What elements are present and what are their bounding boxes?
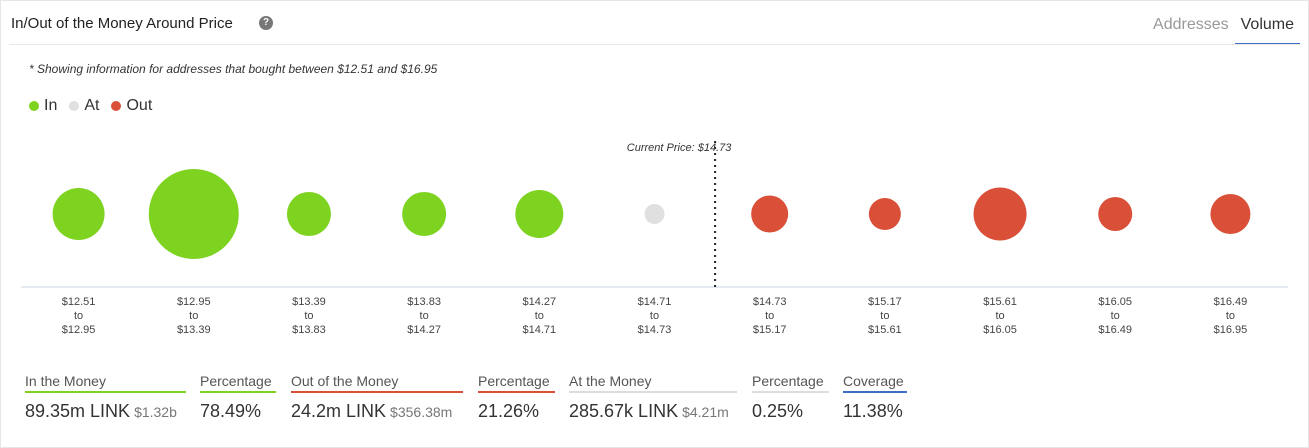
bubble-out[interactable] <box>868 198 901 230</box>
stat-at-percentage: Percentage 0.25% <box>752 373 829 422</box>
x-tick-label: to <box>1111 310 1120 322</box>
stat-in-the-money: In the Money 89.35m LINK $1.32b <box>25 373 186 422</box>
x-tick-label: to <box>420 310 429 322</box>
x-tick-label: $12.95 <box>177 296 211 308</box>
legend-dot-at <box>69 101 80 111</box>
legend-dot-out <box>111 101 122 111</box>
stat-out-percentage: Percentage 21.26% <box>478 373 555 422</box>
tab-addresses[interactable]: Addresses <box>1153 16 1229 33</box>
stat-label: Percentage <box>752 373 824 389</box>
x-tick-label: to <box>880 310 889 322</box>
current-price-label: Current Price: $14.73 <box>627 142 732 154</box>
stat-underline <box>843 391 907 393</box>
stat-value: 89.35m LINK <box>25 401 131 421</box>
stat-value: 11.38% <box>843 401 903 421</box>
stat-value: 21.26% <box>478 401 540 421</box>
legend-label-at: At <box>84 97 100 114</box>
stat-label: At the Money <box>569 373 652 389</box>
stat-underline <box>478 391 555 393</box>
bubble-in[interactable] <box>286 192 331 236</box>
stat-underline <box>569 391 737 393</box>
bubble-in[interactable] <box>515 190 564 238</box>
x-tick-label: $16.49 <box>1214 296 1248 308</box>
x-tick-label: $16.05 <box>983 324 1017 336</box>
x-tick-label: $15.61 <box>983 296 1017 308</box>
x-tick-label: $15.61 <box>868 324 902 336</box>
stat-underline <box>291 391 463 393</box>
stat-label: Percentage <box>200 373 272 389</box>
stat-sub: $356.38m <box>390 404 453 420</box>
bubble-out[interactable] <box>973 187 1027 241</box>
stat-coverage: Coverage 11.38% <box>843 373 907 422</box>
legend-item-in[interactable]: In <box>29 97 57 115</box>
x-tick-label: $12.95 <box>62 324 96 336</box>
bubble-in[interactable] <box>402 192 447 236</box>
x-tick-label: $14.71 <box>522 324 556 336</box>
stat-out-of-the-money: Out of the Money 24.2m LINK $356.38m <box>291 373 463 422</box>
x-tick-label: $16.95 <box>1214 324 1248 336</box>
header-divider <box>9 44 1300 45</box>
x-tick-label: $14.71 <box>638 296 672 308</box>
bubble-chart: $12.51 to $12.95 $12.95 to $13.39 $13.39 to $13.… <box>21 141 1288 336</box>
help-icon[interactable]: ? <box>259 16 273 30</box>
stat-label: Percentage <box>478 373 550 389</box>
legend-item-out[interactable]: Out <box>111 97 152 115</box>
legend-dot-in <box>29 101 39 111</box>
x-tick-label: $13.39 <box>177 324 211 336</box>
tab-volume[interactable]: Volume <box>1234 9 1300 45</box>
bubble-out[interactable] <box>751 195 789 233</box>
x-tick-label: $14.27 <box>522 296 556 308</box>
legend-item-at[interactable]: At <box>69 97 99 115</box>
x-tick-label: $14.73 <box>753 296 787 308</box>
stat-sub: $4.21m <box>682 404 729 420</box>
x-tick-label: to <box>995 310 1004 322</box>
x-tick-label: $16.49 <box>1098 324 1132 336</box>
x-tick-label: to <box>304 310 313 322</box>
range-note: * Showing information for addresses that… <box>29 62 438 76</box>
bubble-in[interactable] <box>52 188 105 240</box>
x-tick-label: $16.05 <box>1098 296 1132 308</box>
stat-label: Coverage <box>843 373 904 389</box>
x-tick-label: to <box>74 310 83 322</box>
stat-label: Out of the Money <box>291 373 399 389</box>
x-tick-label: $12.51 <box>62 296 96 308</box>
x-tick-label: to <box>1226 310 1235 322</box>
x-tick-label: $13.39 <box>292 296 326 308</box>
x-tick-label: $13.83 <box>292 324 326 336</box>
x-tick-label: $13.83 <box>407 296 441 308</box>
legend-label-in: In <box>44 97 58 114</box>
legend-label-out: Out <box>126 97 153 114</box>
stat-value: 78.49% <box>200 401 262 421</box>
bubble-out[interactable] <box>1098 197 1133 231</box>
stat-underline <box>200 391 276 393</box>
bubble-at[interactable] <box>644 204 665 224</box>
stat-underline <box>752 391 829 393</box>
stat-label: In the Money <box>25 373 106 389</box>
stat-in-percentage: Percentage 78.49% <box>200 373 276 422</box>
x-tick-label: to <box>189 310 198 322</box>
x-tick-label: to <box>535 310 544 322</box>
x-tick-label: $15.17 <box>868 296 902 308</box>
x-tick-label: $15.17 <box>753 324 787 336</box>
x-tick-label: $14.73 <box>638 324 672 336</box>
stat-sub: $1.32b <box>134 404 177 420</box>
stat-value: 0.25% <box>752 401 804 421</box>
stat-underline <box>25 391 186 393</box>
page-title: In/Out of the Money Around Price <box>11 15 233 32</box>
stat-value: 24.2m LINK <box>291 401 387 421</box>
bubble-in[interactable] <box>148 169 239 259</box>
stat-at-the-money: At the Money 285.67k LINK $4.21m <box>569 373 737 422</box>
x-tick-label: $14.27 <box>407 324 441 336</box>
x-tick-label: to <box>765 310 774 322</box>
bubble-out[interactable] <box>1210 194 1251 234</box>
legend: In At Out <box>29 97 164 115</box>
x-tick-label: to <box>650 310 659 322</box>
view-tabs: Addresses Volume <box>1147 9 1300 45</box>
stat-value: 285.67k LINK <box>569 401 679 421</box>
